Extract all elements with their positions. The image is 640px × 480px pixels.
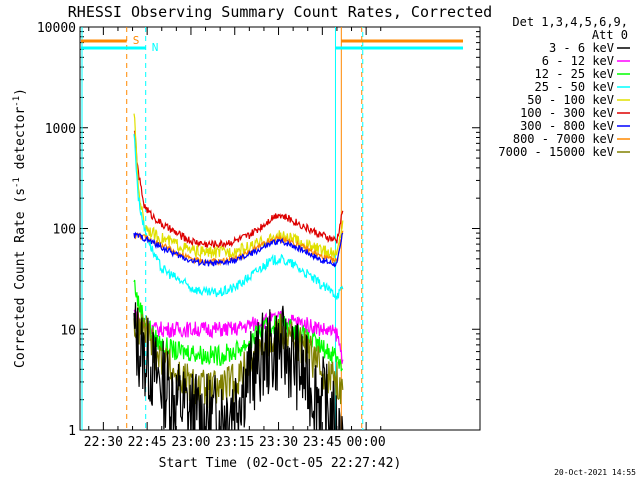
series-line <box>133 231 344 268</box>
y-axis-label-part-2: detector <box>13 107 28 178</box>
legend-label: 25 - 50 keV <box>535 80 614 94</box>
legend-label: 100 - 300 keV <box>520 106 614 120</box>
y-axis-label-part-3: ) <box>13 88 28 96</box>
y-axis-label-sup-2: -1 <box>12 96 22 107</box>
flag-label: N <box>152 41 159 54</box>
legend-header-line-2: Att 0 <box>592 28 628 42</box>
y-tick-label: 1 <box>68 424 76 439</box>
y-tick-label: 10 <box>60 323 76 338</box>
observing-flags: SN <box>81 27 463 430</box>
legend-header-line-1: Det 1,3,4,5,6,9, <box>512 15 628 29</box>
x-tick-label: 22:45 <box>128 435 167 450</box>
x-tick-label: 23:00 <box>171 435 210 450</box>
y-tick-label: 10000 <box>37 21 76 36</box>
y-axis-ticks: 1 10 100 1000 10000 <box>37 21 480 439</box>
series-line <box>133 113 344 260</box>
x-tick-label: 23:45 <box>303 435 342 450</box>
legend-label: 12 - 25 keV <box>535 67 614 81</box>
series-group <box>133 113 344 430</box>
x-axis-ticks: 22:30 22:45 23:00 23:15 23:30 23:45 00:00 <box>84 27 386 450</box>
series-line <box>133 307 344 409</box>
flag-label: S <box>133 34 140 47</box>
legend-label: 6 - 12 keV <box>542 54 614 68</box>
series-line <box>133 302 344 430</box>
legend-label: 3 - 6 keV <box>549 41 614 55</box>
x-tick-label: 22:30 <box>84 435 123 450</box>
y-tick-label: 100 <box>53 223 76 238</box>
x-tick-label: 23:30 <box>259 435 298 450</box>
y-axis-label-sup-1: -1 <box>12 177 22 188</box>
legend-label: 7000 - 15000 keV <box>498 145 614 159</box>
series-line <box>133 309 344 364</box>
y-axis-label: Corrected Count Rate (s-1 detector-1) <box>12 88 28 368</box>
series-line <box>133 134 344 300</box>
x-tick-label: 00:00 <box>347 435 386 450</box>
x-axis-label: Start Time (02-Oct-05 22:27:42) <box>159 456 402 471</box>
y-tick-label: 1000 <box>45 122 76 137</box>
x-tick-label: 23:15 <box>215 435 254 450</box>
chart-title: RHESSI Observing Summary Count Rates, Co… <box>68 3 492 21</box>
legend-label: 800 - 7000 keV <box>513 132 614 146</box>
legend-label: 50 - 100 keV <box>527 93 614 107</box>
y-axis-label-part-1: Corrected Count Rate (s <box>13 188 28 368</box>
footer-timestamp: 20-Oct-2021 14:55 <box>554 468 636 477</box>
legend-label: 300 - 800 keV <box>520 119 614 133</box>
series-line <box>133 130 344 250</box>
